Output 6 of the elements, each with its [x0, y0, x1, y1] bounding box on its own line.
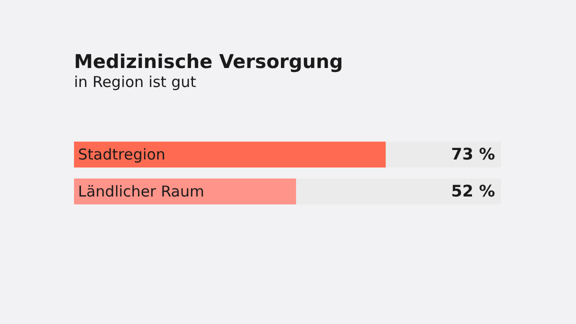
chart-title: Medizinische Versorgung	[74, 51, 344, 73]
data-label: 52 %	[451, 181, 495, 200]
chart-subtitle: in Region ist gut	[74, 73, 196, 91]
y-tick-label: Stadtregion	[78, 146, 166, 164]
y-tick-label: Ländlicher Raum	[78, 182, 204, 200]
data-label: 73 %	[451, 144, 495, 164]
